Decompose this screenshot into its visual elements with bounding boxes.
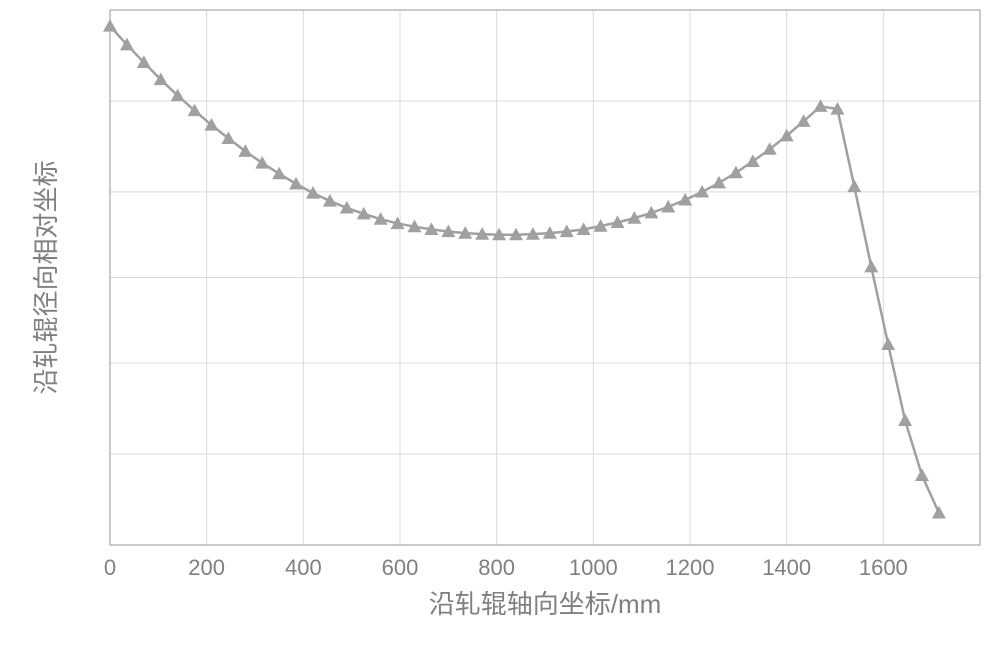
chart-container: 0 200 400 600 800 1000 1200 1400 1600 沿轧辊轴向坐标/mm 沿… <box>0 0 1000 646</box>
chart-background <box>0 0 1000 646</box>
x-tick-label: 1600 <box>859 555 908 580</box>
x-tick-label: 200 <box>188 555 225 580</box>
chart-svg: 0 200 400 600 800 1000 1200 1400 1600 沿轧辊轴向坐标/mm 沿… <box>0 0 1000 646</box>
x-tick-label: 0 <box>104 555 116 580</box>
x-tick-label: 600 <box>382 555 419 580</box>
x-tick-label: 1000 <box>569 555 618 580</box>
x-axis-title: 沿轧辊轴向坐标/mm <box>429 589 662 619</box>
x-tick-label: 1200 <box>666 555 715 580</box>
x-tick-label: 400 <box>285 555 322 580</box>
y-axis-title: 沿轧辊径向相对坐标 <box>31 160 61 394</box>
x-tick-label: 800 <box>478 555 515 580</box>
x-tick-label: 1400 <box>762 555 811 580</box>
